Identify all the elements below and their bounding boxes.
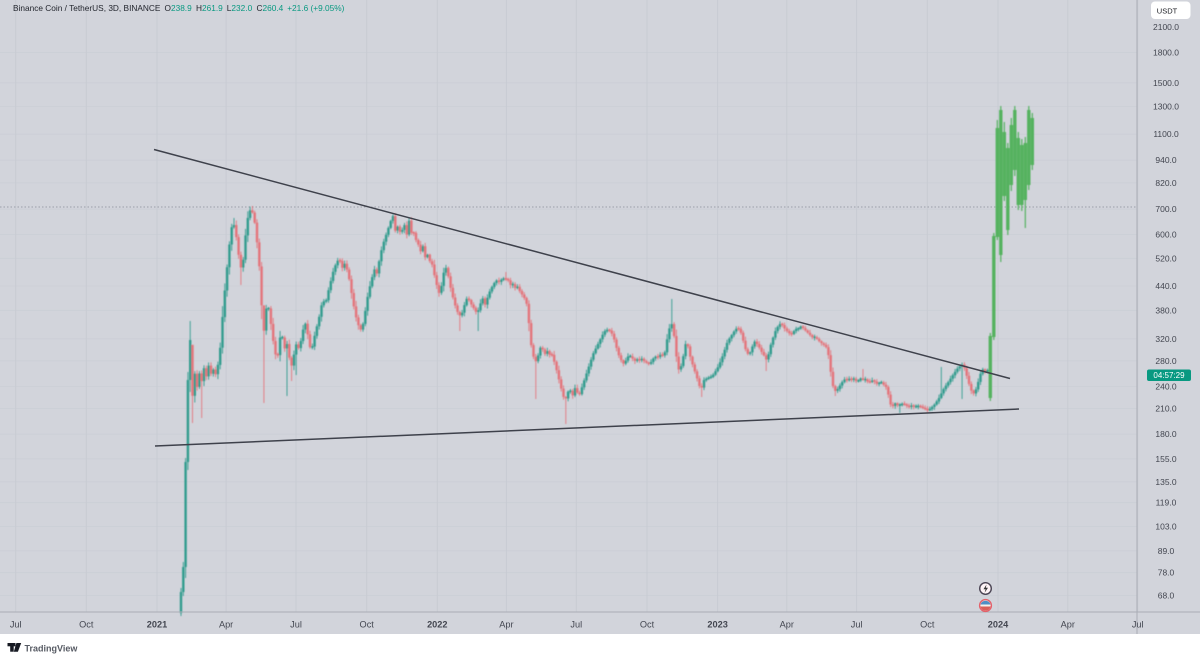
svg-text:78.0: 78.0 — [1158, 568, 1175, 578]
svg-text:Oct: Oct — [640, 620, 655, 630]
svg-text:1500.0: 1500.0 — [1153, 78, 1179, 88]
svg-text:240.0: 240.0 — [1155, 382, 1177, 392]
svg-text:2100.0: 2100.0 — [1153, 22, 1179, 32]
svg-text:Apr: Apr — [219, 620, 233, 630]
svg-text:TradingView: TradingView — [25, 644, 79, 654]
svg-text:1800.0: 1800.0 — [1153, 48, 1179, 58]
svg-text:Apr: Apr — [780, 620, 794, 630]
svg-text:Jul: Jul — [10, 620, 22, 630]
svg-text:2022: 2022 — [427, 620, 447, 630]
svg-text:Binance Coin / TetherUS, 3D, B: Binance Coin / TetherUS, 3D, BINANCE — [13, 3, 161, 13]
svg-text:820.0: 820.0 — [1155, 178, 1177, 188]
svg-text:320.0: 320.0 — [1155, 334, 1177, 344]
svg-text:Jul: Jul — [1132, 620, 1144, 630]
svg-text:700.0: 700.0 — [1155, 204, 1177, 214]
svg-text:135.0: 135.0 — [1155, 477, 1177, 487]
svg-text:180.0: 180.0 — [1155, 429, 1177, 439]
svg-text:L232.0: L232.0 — [227, 3, 253, 13]
svg-text:280.0: 280.0 — [1155, 356, 1177, 366]
svg-text:2023: 2023 — [707, 620, 727, 630]
svg-text:H261.9: H261.9 — [196, 3, 223, 13]
svg-text:USDT: USDT — [1157, 7, 1178, 16]
svg-text:1300.0: 1300.0 — [1153, 102, 1179, 112]
svg-text:+21.6 (+9.05%): +21.6 (+9.05%) — [287, 3, 344, 13]
svg-text:210.0: 210.0 — [1155, 404, 1177, 414]
svg-text:Jul: Jul — [290, 620, 302, 630]
svg-text:Apr: Apr — [499, 620, 513, 630]
svg-text:68.0: 68.0 — [1158, 590, 1175, 600]
svg-text:C260.4: C260.4 — [257, 3, 284, 13]
svg-text:520.0: 520.0 — [1155, 253, 1177, 263]
svg-text:Oct: Oct — [920, 620, 935, 630]
svg-text:600.0: 600.0 — [1155, 230, 1177, 240]
svg-text:2021: 2021 — [147, 620, 167, 630]
svg-text:155.0: 155.0 — [1155, 454, 1177, 464]
svg-text:Oct: Oct — [360, 620, 375, 630]
svg-text:Oct: Oct — [79, 620, 94, 630]
svg-text:1100.0: 1100.0 — [1153, 129, 1179, 139]
svg-text:Jul: Jul — [570, 620, 582, 630]
svg-text:380.0: 380.0 — [1155, 305, 1177, 315]
svg-text:O238.9: O238.9 — [165, 3, 193, 13]
svg-text:04:57:29: 04:57:29 — [1153, 371, 1185, 380]
svg-text:89.0: 89.0 — [1158, 546, 1175, 556]
svg-text:940.0: 940.0 — [1155, 155, 1177, 165]
svg-text:Jul: Jul — [851, 620, 863, 630]
svg-text:440.0: 440.0 — [1155, 281, 1177, 291]
svg-text:103.0: 103.0 — [1155, 522, 1177, 532]
svg-text:Apr: Apr — [1061, 620, 1075, 630]
svg-text:119.0: 119.0 — [1156, 498, 1177, 508]
svg-text:2024: 2024 — [988, 620, 1009, 630]
